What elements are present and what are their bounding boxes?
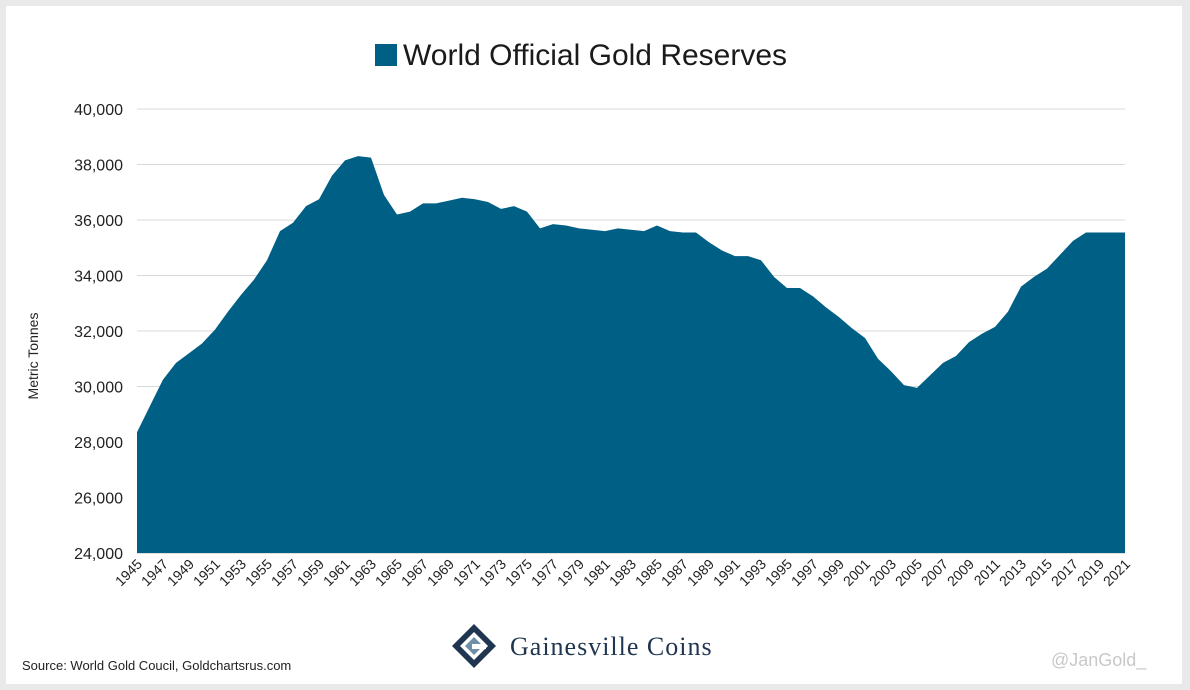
y-axis-label: Metric Tonnes [25, 313, 41, 400]
x-tick-label: 1983 [606, 556, 639, 589]
x-tick-label: 1999 [814, 556, 847, 589]
x-tick-label: 1961 [320, 556, 353, 589]
x-tick-label: 1953 [216, 556, 249, 589]
x-tick-label: 1995 [762, 556, 795, 589]
chart-title: World Official Gold Reserves [403, 39, 787, 72]
y-tick-label: 24,000 [74, 546, 123, 563]
y-axis-ticks: 24,000 26,000 28,000 30,000 32,000 34,000 36,0… [74, 102, 123, 563]
y-tick-label: 38,000 [74, 158, 123, 175]
x-tick-label: 2013 [996, 556, 1029, 589]
gold-reserves-chart: 24,000 26,000 28,000 30,000 32,000 34,000 36,0… [22, 39, 1147, 673]
y-tick-label: 32,000 [74, 324, 123, 341]
x-tick-label: 2011 [971, 556, 1004, 589]
x-tick-label: 1949 [164, 556, 197, 589]
x-tick-label: 1959 [294, 556, 327, 589]
source-note: Source: World Gold Coucil, Goldchartsrus… [22, 658, 291, 673]
x-tick-label: 1981 [580, 556, 613, 589]
chart-card: 24,000 26,000 28,000 30,000 32,000 34,000 36,0… [6, 6, 1182, 684]
y-tick-label: 30,000 [74, 380, 123, 397]
x-tick-label: 2009 [944, 556, 977, 589]
x-tick-label: 2001 [840, 556, 873, 589]
legend-swatch [375, 44, 397, 66]
x-tick-label: 1969 [424, 556, 457, 589]
x-tick-label: 2017 [1048, 556, 1081, 589]
x-tick-label: 1947 [138, 556, 171, 589]
brand-logo: Gainesville Coins [452, 624, 713, 668]
x-tick-label: 1975 [502, 556, 535, 589]
y-tick-label: 26,000 [74, 491, 123, 508]
x-tick-label: 1971 [450, 556, 483, 589]
x-tick-label: 1963 [346, 556, 379, 589]
y-tick-label: 36,000 [74, 213, 123, 230]
x-tick-label: 2015 [1022, 556, 1055, 589]
x-tick-label: 1977 [528, 556, 561, 589]
x-tick-label: 1955 [242, 556, 275, 589]
x-tick-label: 1957 [268, 556, 301, 589]
y-tick-label: 40,000 [74, 102, 123, 119]
x-tick-label: 1985 [632, 556, 665, 589]
x-tick-label: 2007 [918, 556, 951, 589]
x-tick-label: 2019 [1074, 556, 1107, 589]
x-tick-label: 1979 [554, 556, 587, 589]
x-tick-label: 1973 [476, 556, 509, 589]
x-tick-label: 1965 [372, 556, 405, 589]
gainesville-coins-logo-icon [452, 624, 496, 668]
series-area [137, 156, 1125, 554]
x-tick-label: 1991 [710, 556, 743, 589]
y-tick-label: 28,000 [74, 435, 123, 452]
x-tick-label: 1967 [398, 556, 431, 589]
y-tick-label: 34,000 [74, 269, 123, 286]
x-tick-label: 2021 [1100, 556, 1133, 589]
x-axis-ticks: 1945194719491951195319551957195919611963… [112, 556, 1133, 589]
x-tick-label: 1987 [658, 556, 691, 589]
x-tick-label: 2003 [866, 556, 899, 589]
x-tick-label: 1997 [788, 556, 821, 589]
x-tick-label: 1993 [736, 556, 769, 589]
x-tick-label: 2005 [892, 556, 925, 589]
watermark: @JanGold_ [1051, 650, 1147, 671]
x-tick-label: 1951 [190, 556, 223, 589]
x-tick-label: 1989 [684, 556, 717, 589]
brand-name: Gainesville Coins [510, 632, 713, 661]
